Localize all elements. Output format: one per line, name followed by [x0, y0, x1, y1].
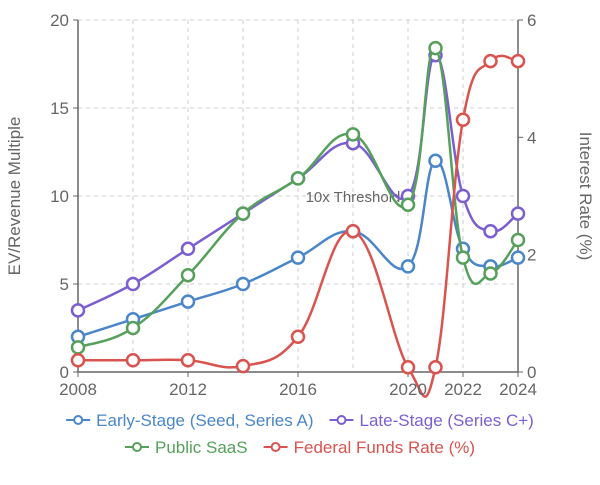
data-point: [510, 206, 526, 221]
series-2: [70, 40, 526, 355]
annotations: 10x Threshold: [306, 189, 401, 206]
data-point: [70, 303, 86, 318]
data-point: [180, 294, 196, 309]
data-point: [290, 250, 306, 265]
y2-tick-label: 4: [527, 128, 536, 147]
legend-swatch-marker: [336, 415, 347, 425]
legend-item: Early-Stage (Seed, Series A): [66, 411, 313, 430]
y-tick-label: 10: [50, 187, 69, 206]
data-point: [290, 171, 306, 186]
legend-label: Early-Stage (Seed, Series A): [96, 411, 313, 430]
legend-label: Federal Funds Rate (%): [294, 438, 475, 457]
data-point: [510, 250, 526, 265]
data-point: [455, 112, 471, 127]
tick-labels: 0 5 10 15 20 0 2 4 6 2008 2012 2016 2020 2022 2024: [50, 11, 537, 399]
legend-item: Late-Stage (Series C+): [329, 411, 534, 430]
legend-swatch-marker: [73, 415, 84, 425]
y-tick-label: 0: [60, 363, 69, 382]
data-point: [235, 358, 251, 374]
legend-label: Late-Stage (Series C+): [359, 411, 533, 430]
data-point: [428, 360, 443, 375]
data-point: [125, 320, 141, 336]
legend-item: Public SaaS: [124, 438, 248, 457]
legend-swatch-marker: [131, 442, 142, 452]
y-tick-label: 5: [60, 275, 69, 294]
x-tick-label: 2016: [279, 380, 317, 399]
legend-label: Public SaaS: [155, 438, 248, 457]
x-tick-label: 2022: [444, 380, 482, 399]
x-tick-label: 2012: [169, 380, 207, 399]
data-point: [400, 197, 416, 213]
x-tick-label: 2024: [499, 380, 537, 399]
data-point: [345, 223, 361, 239]
y-tick-label: 15: [50, 99, 69, 118]
data-point: [400, 259, 416, 274]
data-point: [400, 360, 416, 375]
y2-tick-label: 2: [527, 246, 536, 265]
data-point: [235, 276, 251, 292]
x-tick-label: 2008: [59, 380, 97, 399]
data-point: [455, 188, 471, 204]
data-point: [235, 206, 251, 221]
data-point: [125, 353, 141, 368]
y2-tick-label: 0: [527, 363, 536, 382]
data-point: [428, 153, 443, 169]
legend-item: Federal Funds Rate (%): [263, 438, 475, 457]
y-axis-title: EV/Revenue Multiple: [5, 117, 24, 276]
data-point: [290, 329, 306, 345]
data-point: [180, 241, 196, 257]
data-point: [428, 40, 443, 56]
series-line: [78, 54, 519, 398]
y-tick-label: 20: [50, 11, 69, 30]
legend: Early-Stage (Seed, Series A) Late-Stage (…: [66, 411, 534, 457]
x-tick-label: 2020: [389, 380, 427, 399]
data-point: [510, 53, 526, 69]
series-group: [70, 40, 526, 398]
data-point: [180, 353, 196, 368]
data-point: [483, 53, 498, 69]
y2-axis-title: Interest Rate (%): [576, 132, 595, 261]
data-point: [483, 223, 498, 239]
data-point: [510, 232, 526, 248]
data-point: [70, 353, 86, 368]
data-point: [180, 267, 196, 283]
data-point: [345, 127, 361, 142]
threshold-annotation: 10x Threshold: [306, 189, 401, 206]
series-3: [70, 53, 526, 398]
data-point: [455, 250, 471, 265]
y2-tick-label: 6: [527, 11, 536, 30]
legend-swatch-marker: [270, 442, 281, 452]
data-point: [483, 266, 498, 281]
data-point: [70, 340, 86, 355]
data-point: [125, 276, 141, 292]
